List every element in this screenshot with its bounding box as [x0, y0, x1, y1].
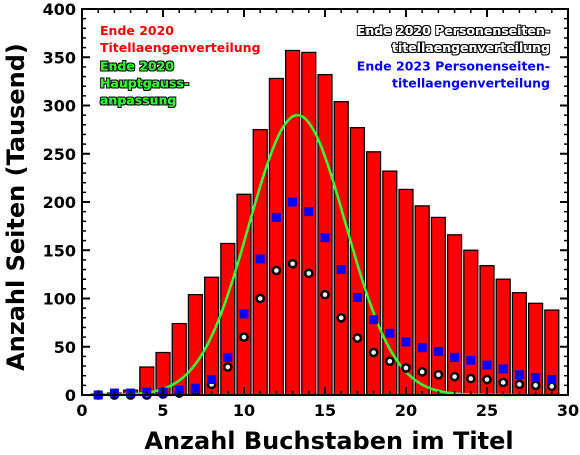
point-2023-12 — [271, 212, 281, 222]
point-2020-9 — [222, 362, 233, 372]
x-tick-label: 20 — [395, 401, 417, 420]
bar-12 — [268, 77, 285, 396]
bar-13 — [284, 49, 301, 396]
point-2023-20 — [401, 337, 411, 347]
bar-21 — [414, 205, 430, 396]
y-tick-label: 200 — [43, 193, 76, 212]
point-2020-19 — [384, 356, 395, 367]
y-tick-label: 150 — [43, 241, 76, 260]
bar-18 — [365, 151, 382, 396]
point-2023-21 — [417, 343, 427, 353]
point-2023-25 — [482, 360, 492, 370]
bar-9 — [220, 242, 236, 396]
bar-23 — [446, 234, 463, 396]
y-tick-label: 100 — [43, 290, 76, 309]
point-2023-24 — [466, 355, 476, 365]
point-2023-29 — [547, 375, 557, 385]
point-2023-27 — [514, 370, 524, 380]
y-tick-label: 350 — [43, 48, 76, 67]
y-tick-label: 50 — [54, 338, 76, 357]
point-2020-11 — [255, 293, 266, 304]
point-2023-6 — [174, 385, 184, 395]
legend-left-entry-1-line-0: Ende 2020 — [100, 59, 174, 74]
y-tick-label: 0 — [65, 386, 76, 405]
x-tick-label: 10 — [233, 401, 255, 420]
point-2020-14 — [303, 268, 314, 279]
point-2020-12 — [271, 265, 282, 276]
point-2023-23 — [450, 352, 460, 362]
y-axis-title: Anzahl Seiten (Tausend) — [2, 43, 30, 371]
point-2023-22 — [433, 347, 443, 357]
point-2023-15 — [320, 233, 330, 243]
x-tick-label: 15 — [314, 401, 336, 420]
point-2020-13 — [287, 258, 298, 269]
point-2020-27 — [514, 379, 525, 390]
point-2020-17 — [352, 333, 363, 343]
point-2020-28 — [530, 380, 541, 391]
legend-left-entry-0-line-1: Titellaengenverteilung — [100, 40, 261, 55]
x-tick-label: 25 — [476, 401, 498, 420]
bar-16 — [333, 100, 349, 396]
legend-left: Ende 2020 Titellaengenverteilung Ende 2020… — [100, 23, 261, 108]
point-2020-25 — [482, 374, 492, 385]
point-2023-16 — [336, 265, 346, 275]
legend-right-entry-1-line-0: Ende 2023 Personenseiten- — [357, 59, 550, 74]
x-axis-title: Anzahl Buchstaben im Titel — [144, 427, 513, 455]
point-2023-14 — [304, 207, 314, 217]
legend-left-entry-0-line-0: Ende 2020 — [100, 23, 174, 38]
y-tick-label: 300 — [43, 97, 76, 116]
point-2023-13 — [288, 197, 298, 207]
point-2023-26 — [498, 364, 508, 374]
point-2023-18 — [369, 315, 379, 325]
point-2023-8 — [207, 375, 217, 385]
point-2023-11 — [255, 254, 265, 264]
y-tick-label: 400 — [43, 0, 76, 19]
legend-left-entry-1-line-2: anpassung — [100, 93, 176, 108]
point-2023-7 — [190, 383, 200, 393]
point-2020-22 — [433, 369, 444, 380]
x-tick-label: 30 — [557, 401, 579, 420]
legend-right-entry-0-line-1: titellaengenverteilung — [392, 40, 550, 55]
point-2020-20 — [401, 363, 411, 373]
legend-right-entry-1-line-1: titellaengenverteilung — [392, 76, 550, 91]
point-2020-26 — [498, 377, 509, 388]
point-2023-10 — [239, 309, 249, 319]
bar-22 — [430, 216, 447, 396]
y-tick-label: 250 — [43, 145, 76, 164]
x-tick-label: 5 — [157, 401, 168, 420]
point-2020-16 — [336, 312, 347, 323]
legend-right: Ende 2020 Personenseiten-titellaengenver… — [357, 23, 550, 91]
bar-7 — [187, 293, 204, 396]
point-2020-18 — [368, 347, 379, 358]
point-2020-10 — [239, 332, 249, 342]
point-2020-23 — [449, 371, 460, 382]
point-2020-15 — [320, 289, 330, 300]
legend-right-entry-0-line-0: Ende 2020 Personenseiten- — [357, 23, 550, 38]
point-2023-19 — [385, 328, 395, 338]
bar-24 — [463, 249, 479, 396]
point-2023-9 — [223, 352, 233, 362]
x-tick-label: 0 — [76, 401, 87, 420]
legend-left-entry-1-line-1: Hauptgauss- — [100, 76, 189, 91]
bar-14 — [301, 51, 317, 396]
point-2023-17 — [352, 293, 362, 303]
point-2023-28 — [531, 373, 541, 383]
point-2020-21 — [417, 366, 428, 377]
points-layer — [93, 197, 557, 400]
point-2020-24 — [465, 373, 476, 384]
